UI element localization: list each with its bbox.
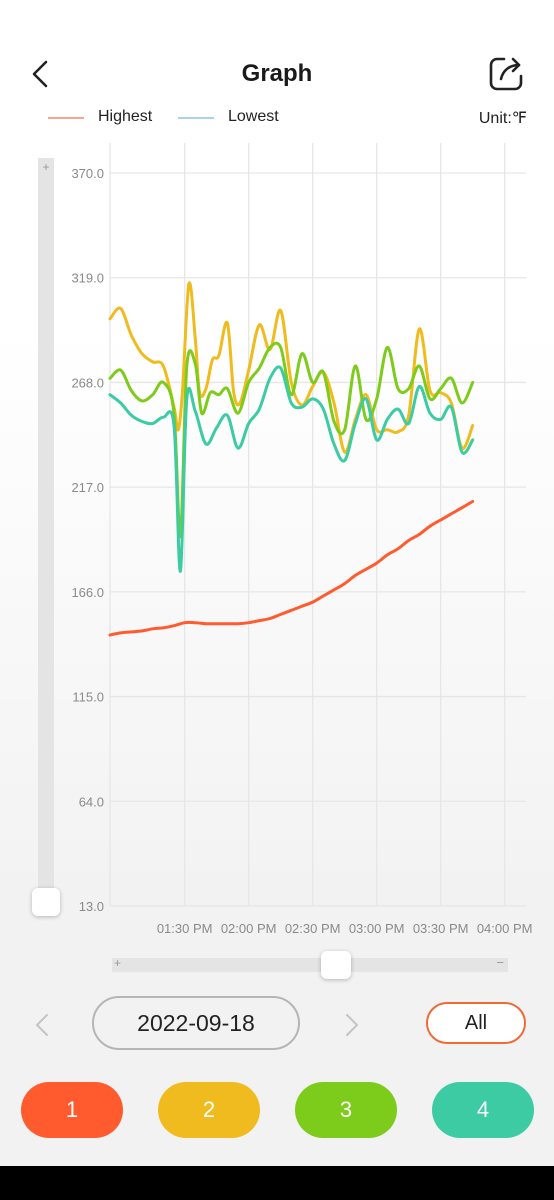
- y-tick-label: 319.0: [71, 271, 104, 286]
- y-tick-label: 217.0: [71, 480, 104, 495]
- channel-2-button[interactable]: 2: [158, 1082, 260, 1138]
- back-button[interactable]: [26, 56, 58, 92]
- horizontal-zoom-slider[interactable]: + −: [112, 951, 508, 979]
- y-tick-label: 13.0: [79, 899, 104, 914]
- line-chart: 370.0 319.0 268.0 217.0 166.0 115.0 64.0 13.0 01…: [71, 143, 533, 936]
- channel-3-button[interactable]: 3: [295, 1082, 397, 1138]
- date-navigation: 2022-09-18 All: [0, 996, 554, 1054]
- series-line-4: [108, 365, 475, 573]
- y-tick-label: 166.0: [71, 585, 104, 600]
- chart-legend: Highest Lowest Unit:℉: [0, 108, 554, 128]
- y-tick-label: 64.0: [79, 794, 104, 809]
- x-tick-label: 01:30 PM: [157, 921, 213, 936]
- horizontal-slider-thumb[interactable]: [321, 951, 351, 979]
- channel-selector: 1 2 3 4: [0, 1082, 554, 1138]
- chevron-right-icon: [346, 1014, 358, 1036]
- page-title: Graph: [241, 60, 313, 87]
- vertical-slider-thumb[interactable]: [32, 888, 60, 916]
- channel-4-button[interactable]: 4: [432, 1082, 534, 1138]
- previous-date-button[interactable]: [32, 1010, 52, 1040]
- legend-highest-label: Highest: [98, 108, 153, 125]
- chevron-left-icon: [32, 60, 48, 88]
- y-tick-label: 115.0: [72, 690, 104, 705]
- legend-lowest-label: Lowest: [228, 108, 279, 125]
- share-icon: [489, 57, 523, 91]
- legend-highest-swatch: [48, 117, 84, 119]
- next-date-button[interactable]: [342, 1010, 362, 1040]
- series-line-1: [108, 500, 475, 637]
- chevron-left-icon: [36, 1014, 48, 1036]
- system-navigation-bar: [0, 1166, 554, 1200]
- zoom-in-icon: +: [114, 956, 122, 970]
- x-tick-label: 03:30 PM: [413, 921, 469, 936]
- vertical-zoom-slider[interactable]: +: [32, 158, 60, 916]
- channel-1-button[interactable]: 1: [21, 1082, 123, 1138]
- date-picker-button[interactable]: 2022-09-18: [92, 996, 300, 1050]
- x-tick-label: 02:30 PM: [285, 921, 341, 936]
- legend-lowest-swatch: [178, 117, 214, 119]
- x-tick-label: 02:00 PM: [221, 921, 277, 936]
- zoom-in-icon: +: [42, 160, 50, 174]
- series-line-2: [108, 281, 475, 454]
- x-tick-label: 04:00 PM: [477, 921, 533, 936]
- header-bar: Graph: [0, 40, 554, 110]
- zoom-out-icon: −: [496, 955, 504, 970]
- share-button[interactable]: [486, 54, 526, 94]
- y-tick-label: 268.0: [71, 375, 104, 390]
- unit-label: Unit:℉: [478, 110, 527, 127]
- x-tick-label: 03:00 PM: [349, 921, 405, 936]
- all-button[interactable]: All: [426, 1002, 526, 1044]
- y-tick-label: 370.0: [71, 166, 104, 181]
